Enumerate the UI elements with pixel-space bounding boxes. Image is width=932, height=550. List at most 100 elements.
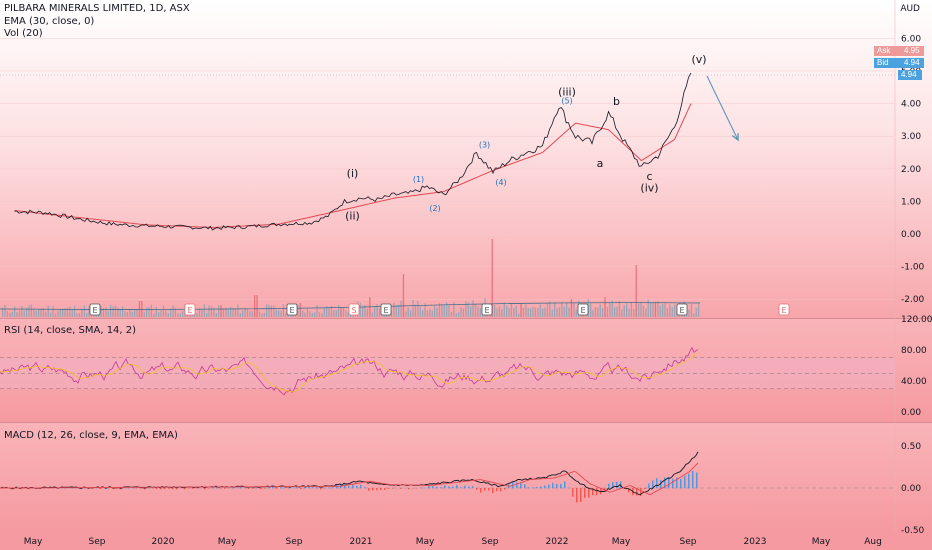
price-tick-label: -1.00 xyxy=(901,263,925,273)
volume-bar xyxy=(503,302,505,317)
volume-bar xyxy=(174,308,177,317)
volume-bar xyxy=(441,303,443,317)
volume-legend[interactable]: Vol (20) xyxy=(4,28,43,39)
volume-bar xyxy=(268,304,270,317)
volume-bar xyxy=(414,304,417,317)
macd-hist-bar xyxy=(220,488,222,489)
ask-value: 4.95 xyxy=(901,46,924,56)
volume-bar xyxy=(278,310,280,317)
macd-hist-bar xyxy=(112,488,114,489)
volume-bar xyxy=(407,307,409,317)
macd-legend[interactable]: MACD (12, 26, close, 9, EMA, EMA) xyxy=(4,430,178,441)
volume-bar xyxy=(275,309,277,317)
macd-hist-bar xyxy=(584,488,586,498)
macd-hist-bar xyxy=(516,482,518,489)
time-tick-label: 2023 xyxy=(744,537,767,547)
macd-hist-bar xyxy=(432,486,434,489)
volume-bar xyxy=(14,306,16,317)
volume-bar xyxy=(551,309,553,317)
volume-bar xyxy=(242,310,244,317)
volume-bar xyxy=(566,302,568,317)
volume-bar xyxy=(162,305,165,317)
macd-hist-bar xyxy=(568,487,570,489)
volume-bar xyxy=(472,299,474,317)
rsi-legend[interactable]: RSI (14, close, SMA, 14, 2) xyxy=(4,325,137,336)
volume-bar xyxy=(544,307,546,317)
volume-bar xyxy=(23,310,25,317)
volume-bar xyxy=(78,313,81,317)
volume-bar xyxy=(614,307,616,317)
volume-bar xyxy=(69,306,71,317)
macd-hist-bar xyxy=(284,487,286,489)
volume-bar xyxy=(604,297,606,317)
volume-bar xyxy=(494,305,496,317)
forecast-arrow[interactable] xyxy=(706,75,738,140)
macd-hist-bar xyxy=(140,488,142,489)
volume-bar xyxy=(621,309,623,317)
volume-bar xyxy=(138,301,141,317)
price-panel-bg xyxy=(0,0,932,318)
volume-bar xyxy=(347,312,349,317)
earnings-marker-label: E xyxy=(92,306,97,315)
ema-legend[interactable]: EMA (30, close, 0) xyxy=(4,15,95,27)
macd-hist-bar xyxy=(652,480,654,489)
time-tick-label: Sep xyxy=(680,537,697,547)
volume-bar xyxy=(390,311,393,317)
rsi-line xyxy=(0,346,699,396)
volume-bar xyxy=(520,303,522,317)
earnings-marker-label: E xyxy=(580,306,585,315)
macd-hist-bar xyxy=(236,487,238,489)
macd-hist-bar xyxy=(344,484,346,489)
volume-bar xyxy=(618,300,621,317)
wave-label: (4) xyxy=(495,178,506,187)
macd-hist-bar xyxy=(464,485,466,489)
time-tick-label: 2020 xyxy=(152,537,175,547)
macd-hist-bar xyxy=(180,487,182,489)
macd-hist-bar xyxy=(252,488,254,489)
volume-bar xyxy=(47,305,49,317)
macd-hist-bar xyxy=(308,486,310,489)
volume-bar xyxy=(657,301,659,317)
price-tick-label: -2.00 xyxy=(901,295,925,305)
volume-bar xyxy=(256,295,258,317)
volume-bar xyxy=(114,305,117,317)
volume-bar xyxy=(117,307,119,317)
volume-bar xyxy=(119,309,121,317)
time-tick-label: 2022 xyxy=(546,537,569,547)
volume-bar xyxy=(83,305,85,317)
volume-bar xyxy=(86,313,88,317)
macd-hist-bar xyxy=(116,488,118,489)
wave-label: c xyxy=(646,170,652,183)
macd-hist-bar xyxy=(280,487,282,489)
volume-bar xyxy=(28,305,30,317)
volume-bar xyxy=(302,310,304,317)
volume-bar xyxy=(239,313,241,317)
earnings-marker xyxy=(348,303,360,316)
macd-hist-bar xyxy=(384,488,386,490)
volume-bar xyxy=(160,310,162,317)
macd-hist-bar xyxy=(660,480,662,489)
earnings-marker-label: E xyxy=(679,306,684,315)
time-tick-label: Sep xyxy=(286,537,303,547)
volume-bar xyxy=(326,306,328,317)
volume-bar xyxy=(462,308,465,317)
symbol-title[interactable]: PILBARA MINERALS LIMITED, 1D, ASX xyxy=(4,3,190,14)
earnings-marker-label: E xyxy=(383,306,388,315)
wave-label: (iii) xyxy=(558,85,576,98)
volume-bar xyxy=(74,305,76,317)
earnings-marker xyxy=(577,303,589,316)
volume-bar xyxy=(422,310,424,317)
volume-bar xyxy=(177,313,179,317)
volume-bar xyxy=(59,309,61,317)
volume-bar xyxy=(474,304,477,317)
volume-bar xyxy=(426,310,429,317)
macd-hist-bar xyxy=(472,486,474,489)
volume-bar xyxy=(124,311,126,317)
volume-bar xyxy=(419,306,421,317)
volume-bar xyxy=(395,305,397,317)
macd-hist-bar xyxy=(212,487,214,489)
volume-bar xyxy=(254,295,256,317)
macd-hist-bar xyxy=(88,488,90,490)
